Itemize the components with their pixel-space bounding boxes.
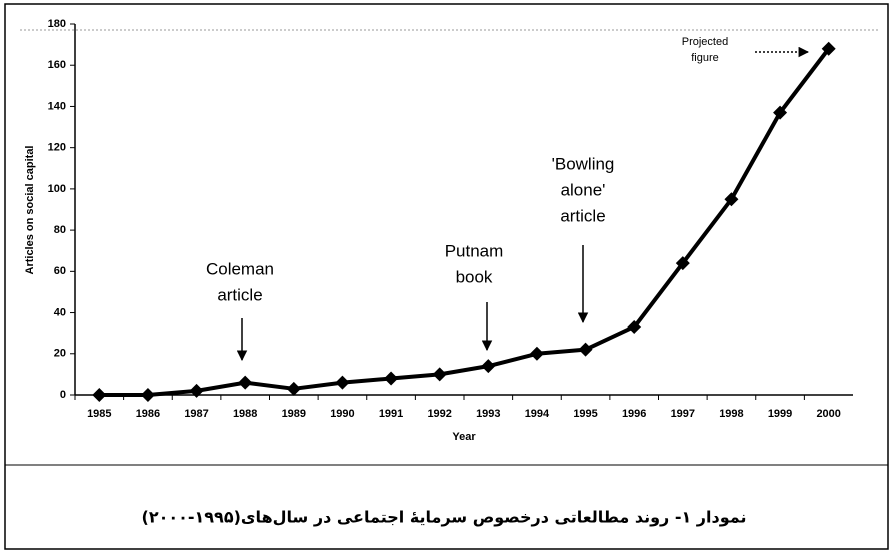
- x-axis-label: Year: [452, 431, 476, 443]
- x-tick-label: 1988: [233, 408, 257, 420]
- x-tick-label: 1999: [768, 408, 792, 420]
- annotation: book: [456, 267, 493, 286]
- x-tick-label: 1985: [87, 408, 111, 420]
- marker: [821, 41, 836, 56]
- x-tick-label: 1990: [330, 408, 354, 420]
- y-tick-label: 160: [48, 59, 66, 71]
- marker: [92, 388, 107, 402]
- y-tick-label: 180: [48, 18, 66, 30]
- x-tick-label: 1998: [719, 408, 743, 420]
- y-tick-label: 120: [48, 142, 66, 154]
- x-tick-label: 1993: [476, 408, 500, 420]
- marker: [189, 383, 204, 398]
- caption: نمودار ۱- روند مطالعاتی درخصوص سرمایهٔ ا…: [142, 508, 747, 527]
- annotation: article: [217, 285, 262, 304]
- marker: [335, 375, 350, 390]
- annotation: Coleman: [206, 259, 274, 278]
- x-tick-label: 1991: [379, 408, 403, 420]
- marker: [286, 381, 301, 396]
- marker: [238, 375, 253, 390]
- marker: [773, 105, 788, 120]
- marker: [432, 367, 447, 382]
- y-tick-label: 140: [48, 100, 66, 112]
- x-tick-label: 1995: [573, 408, 597, 420]
- marker: [140, 388, 155, 402]
- marker: [724, 192, 739, 207]
- y-tick-label: 20: [54, 348, 66, 360]
- frame: [4, 3, 889, 550]
- annotation: Projected: [682, 36, 728, 48]
- y-tick-label: 60: [54, 265, 66, 277]
- marker: [578, 342, 593, 357]
- x-tick-label: 1996: [622, 408, 646, 420]
- x-tick-label: 1986: [136, 408, 160, 420]
- y-tick-label: 0: [60, 389, 66, 401]
- data-line: [99, 47, 831, 397]
- x-tick-label: 1989: [282, 408, 306, 420]
- x-tick-label: 1987: [184, 408, 208, 420]
- x-tick-label: 1994: [525, 408, 550, 420]
- marker: [675, 256, 690, 271]
- marker: [384, 371, 399, 386]
- annotation: figure: [691, 52, 719, 64]
- annotation: Putnam: [445, 241, 504, 260]
- marker: [627, 319, 642, 334]
- annotation: article: [560, 206, 605, 225]
- x-tick-label: 1997: [671, 408, 695, 420]
- annotation: alone': [561, 180, 606, 199]
- y-tick-label: 100: [48, 183, 66, 195]
- y-tick-label: 40: [54, 306, 66, 318]
- x-tick-label: 1992: [427, 408, 451, 420]
- annotation: 'Bowling: [552, 154, 615, 173]
- y-axis-label: Articles on social capital: [24, 146, 36, 275]
- marker: [529, 346, 544, 361]
- x-tick-label: 2000: [816, 408, 840, 420]
- marker: [481, 359, 496, 374]
- y-tick-label: 80: [54, 224, 66, 236]
